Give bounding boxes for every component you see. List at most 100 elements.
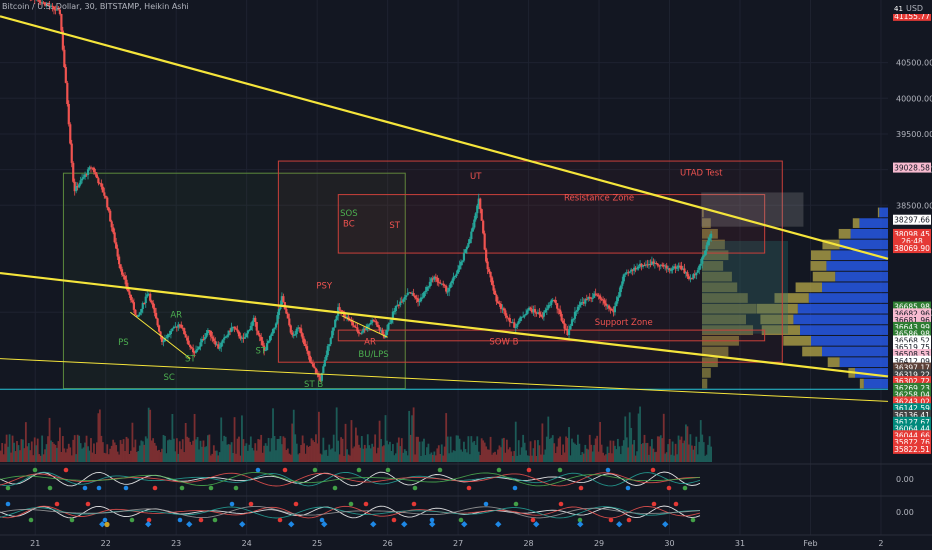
volume-bar bbox=[631, 444, 634, 462]
time-axis[interactable]: 21 22 23 24 25 26 27 28 29 30 31 Feb 2 bbox=[30, 539, 883, 548]
volume-bar bbox=[298, 453, 301, 462]
annotation-label: UTAD Test bbox=[680, 168, 723, 178]
candle-body bbox=[168, 334, 171, 336]
volume-bar bbox=[547, 416, 550, 462]
price-axis-tick: 40000.00 bbox=[896, 94, 932, 103]
candle-body bbox=[625, 272, 628, 274]
candle-body bbox=[683, 268, 686, 274]
volume-bar bbox=[91, 452, 94, 462]
volume-bar bbox=[685, 424, 687, 462]
candle-body bbox=[591, 297, 594, 299]
volume-bar bbox=[300, 445, 303, 462]
volume-profile-bar bbox=[810, 261, 827, 271]
candle-body bbox=[165, 337, 168, 339]
candle-body bbox=[650, 261, 654, 265]
candle-body bbox=[483, 233, 486, 250]
volume-bar bbox=[156, 450, 159, 462]
volume-bar bbox=[297, 454, 300, 462]
candle-body bbox=[559, 309, 562, 315]
volume-bar bbox=[653, 452, 656, 462]
candle-body bbox=[98, 183, 101, 185]
volume-bar bbox=[276, 438, 279, 462]
candle-body bbox=[146, 294, 149, 297]
volume-bar bbox=[599, 421, 602, 462]
candle-body bbox=[313, 366, 316, 369]
oscillator-signal-dot bbox=[28, 517, 34, 523]
volume-bar bbox=[433, 451, 436, 462]
price-tag-label: 36685.98 bbox=[894, 303, 930, 312]
candle-body bbox=[86, 169, 90, 176]
candle-body bbox=[437, 281, 440, 283]
candle-body bbox=[125, 279, 128, 287]
candle-body bbox=[442, 283, 445, 285]
candle-body bbox=[579, 302, 582, 305]
volume-bar bbox=[621, 445, 624, 462]
candle-body bbox=[322, 366, 325, 374]
candle-body bbox=[194, 350, 198, 353]
volume-bar bbox=[183, 452, 186, 462]
candle-body bbox=[249, 325, 252, 331]
volume-profile-bar bbox=[802, 346, 822, 357]
candle-body bbox=[285, 309, 288, 314]
volume-bar bbox=[149, 409, 152, 462]
candle-body bbox=[157, 325, 161, 332]
candle-body bbox=[303, 338, 306, 345]
volume-bar bbox=[232, 452, 234, 462]
candle-body bbox=[369, 322, 372, 325]
volume-bar bbox=[618, 446, 621, 462]
volume-profile-bar bbox=[702, 239, 725, 250]
volume-bar bbox=[426, 447, 428, 462]
price-tag-label: 41155.77 bbox=[894, 12, 930, 21]
volume-profile-bar bbox=[811, 335, 888, 346]
candle-body bbox=[535, 312, 538, 314]
candle-body bbox=[477, 198, 480, 206]
candle-body bbox=[400, 301, 403, 303]
volume-bar bbox=[637, 413, 640, 462]
volume-bar bbox=[16, 441, 18, 462]
price-tag bbox=[893, 382, 931, 393]
volume-bar bbox=[221, 441, 224, 462]
price-axis[interactable]: 40500.0040000.0039500.0039000.0038500.00… bbox=[891, 2, 932, 454]
candle-body bbox=[110, 221, 113, 228]
price-tag bbox=[893, 321, 931, 332]
volume-bar bbox=[494, 451, 496, 462]
volume-bar bbox=[152, 438, 155, 462]
volume-bar bbox=[387, 444, 390, 462]
candle-body bbox=[388, 322, 392, 324]
oscillator-signal-dot bbox=[429, 517, 435, 523]
annotation-label: ST B bbox=[304, 380, 323, 390]
volume-bar bbox=[155, 445, 158, 462]
candle-body bbox=[205, 333, 208, 338]
volume-bar bbox=[128, 453, 131, 462]
volume-bar bbox=[602, 452, 604, 462]
candle-body bbox=[459, 261, 463, 266]
candle-body bbox=[616, 297, 619, 302]
volume-bar bbox=[211, 453, 214, 462]
candle-body bbox=[260, 336, 263, 341]
volume-profile-bar bbox=[852, 218, 860, 228]
candle-body bbox=[496, 301, 500, 304]
volume-bar bbox=[261, 452, 264, 462]
candle-body bbox=[206, 330, 210, 334]
candle-body bbox=[310, 361, 313, 364]
candle-body bbox=[465, 246, 469, 250]
candle-body bbox=[596, 294, 599, 296]
candle-body bbox=[533, 309, 537, 313]
candle-body bbox=[69, 124, 72, 144]
volume-bar bbox=[220, 417, 223, 462]
volume-bar bbox=[553, 443, 556, 462]
candle-body bbox=[73, 181, 76, 192]
annotation-label: PS bbox=[118, 338, 129, 348]
volume-bar bbox=[531, 455, 533, 462]
volume-bar bbox=[196, 437, 199, 462]
candle-body bbox=[230, 327, 233, 332]
candle-body bbox=[634, 267, 637, 270]
candle-body bbox=[536, 312, 540, 314]
candle-body bbox=[431, 278, 434, 280]
volume-bar bbox=[266, 445, 269, 462]
candle-body bbox=[107, 207, 110, 211]
candle-body bbox=[166, 334, 170, 338]
candle-body bbox=[104, 195, 107, 198]
volume-profile-bar bbox=[702, 314, 746, 325]
